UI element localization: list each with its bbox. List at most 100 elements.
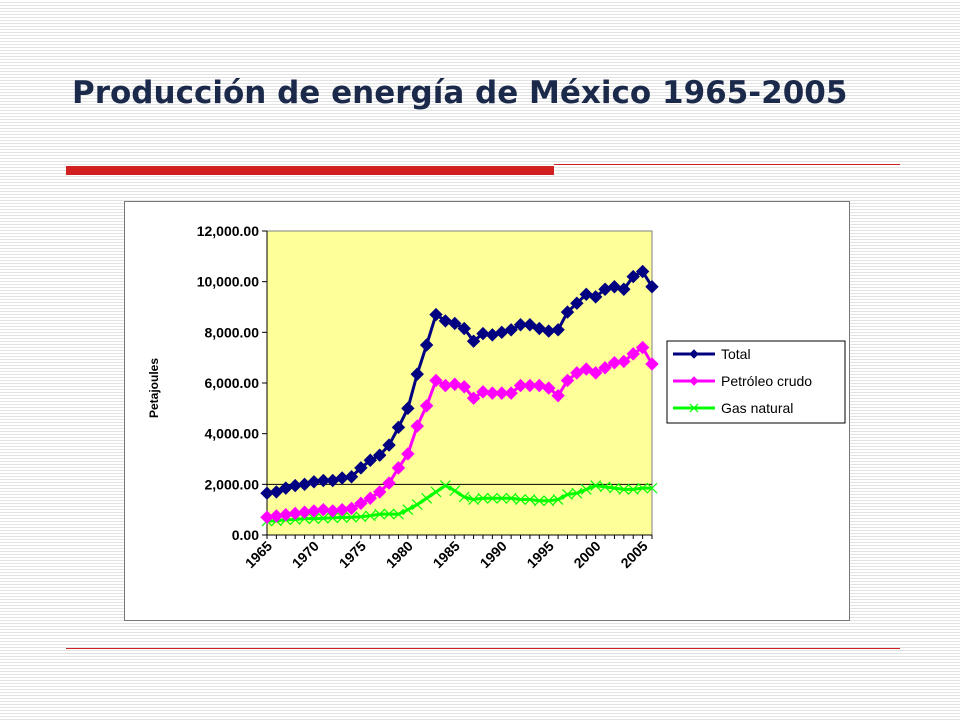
data-point <box>438 314 453 328</box>
data-point <box>372 448 387 462</box>
y-axis-title: Petajoules <box>147 358 161 418</box>
data-point <box>609 482 620 494</box>
data-point <box>393 508 404 520</box>
x-tick-label: 2005 <box>617 538 650 571</box>
x-tick-label: 1975 <box>336 538 369 571</box>
data-point <box>316 473 331 488</box>
data-point <box>504 386 518 400</box>
data-point <box>533 495 545 507</box>
data-point <box>645 280 659 294</box>
data-point <box>419 338 434 352</box>
data-point <box>410 367 424 381</box>
data-point <box>430 486 442 498</box>
data-point <box>626 347 640 361</box>
y-tick-label: 12,000.00 <box>197 223 259 239</box>
data-point <box>327 512 339 524</box>
data-point <box>372 485 387 499</box>
data-point <box>485 386 500 400</box>
footer-rule <box>66 648 900 649</box>
x-tick-label: 2000 <box>570 538 603 571</box>
slide-title: Producción de energía de México 1965-200… <box>72 75 848 111</box>
data-point <box>496 492 508 504</box>
chart-frame: 0.00 2,000.00 4,000.00 6,000.00 8,000.00 10,0… <box>124 201 850 621</box>
data-point <box>374 508 386 520</box>
data-point <box>637 482 649 494</box>
data-point <box>449 485 461 497</box>
legend-label: Total <box>721 346 751 362</box>
data-point <box>402 504 414 516</box>
data-point <box>645 357 659 371</box>
data-point <box>552 494 564 505</box>
data-point <box>429 373 443 388</box>
data-point <box>551 323 565 337</box>
data-point <box>457 380 471 394</box>
data-point <box>269 485 284 499</box>
title-underline-rule <box>554 164 900 165</box>
data-point <box>570 366 584 380</box>
data-point <box>588 290 603 304</box>
data-point <box>354 461 368 475</box>
data-point <box>524 494 536 505</box>
legend: Total Petróleo crudo Gas natural <box>666 340 846 424</box>
data-point <box>560 305 575 319</box>
data-point <box>363 491 377 505</box>
data-point <box>588 366 603 380</box>
y-tick-label: 2,000.00 <box>205 476 260 492</box>
data-point <box>457 321 471 336</box>
y-tick-label: 0.00 <box>232 527 259 543</box>
x-tick-label: 1990 <box>477 538 510 571</box>
legend-marker <box>689 349 699 359</box>
legend-label: Petróleo crudo <box>721 373 812 389</box>
data-point <box>344 501 359 516</box>
data-point <box>571 487 583 499</box>
legend-label: Gas natural <box>721 400 793 416</box>
data-point <box>504 323 518 337</box>
energy-production-chart: 0.00 2,000.00 4,000.00 6,000.00 8,000.00 10,0… <box>147 223 846 571</box>
data-point <box>344 470 359 484</box>
data-point <box>336 512 348 523</box>
x-tick-label: 1970 <box>289 538 322 571</box>
data-point <box>354 496 368 511</box>
data-point <box>635 264 650 279</box>
data-point <box>495 386 509 400</box>
data-point <box>580 483 592 495</box>
data-point <box>383 508 395 520</box>
data-point <box>523 378 537 393</box>
data-point <box>308 513 320 525</box>
data-point <box>486 492 498 504</box>
data-point <box>617 282 631 296</box>
data-point <box>439 480 451 492</box>
data-point <box>421 492 433 504</box>
series-line <box>266 484 652 523</box>
data-point <box>363 453 377 467</box>
data-point <box>448 377 462 391</box>
data-point <box>590 480 602 492</box>
data-point <box>476 326 490 341</box>
data-point <box>617 354 631 369</box>
data-point <box>562 489 573 500</box>
data-point <box>382 476 396 490</box>
data-point <box>316 502 331 517</box>
x-tick-label: 1995 <box>523 538 556 571</box>
data-point <box>599 481 611 493</box>
data-point <box>579 362 593 376</box>
data-point <box>513 378 528 393</box>
data-point <box>391 420 406 435</box>
data-point <box>346 511 357 523</box>
data-point <box>513 318 528 332</box>
y-tick-label: 6,000.00 <box>205 375 260 391</box>
y-tick-label: 10,000.00 <box>197 274 259 290</box>
data-point <box>515 494 526 505</box>
data-point <box>646 482 658 494</box>
data-point <box>618 483 630 495</box>
data-point <box>401 401 415 416</box>
data-point <box>355 511 367 523</box>
data-point <box>542 381 556 395</box>
data-point <box>466 391 481 405</box>
data-point <box>627 483 639 495</box>
data-point <box>570 296 584 310</box>
data-point <box>477 492 489 504</box>
data-point <box>419 399 434 413</box>
legend-marker <box>689 376 699 386</box>
data-point <box>364 510 376 522</box>
